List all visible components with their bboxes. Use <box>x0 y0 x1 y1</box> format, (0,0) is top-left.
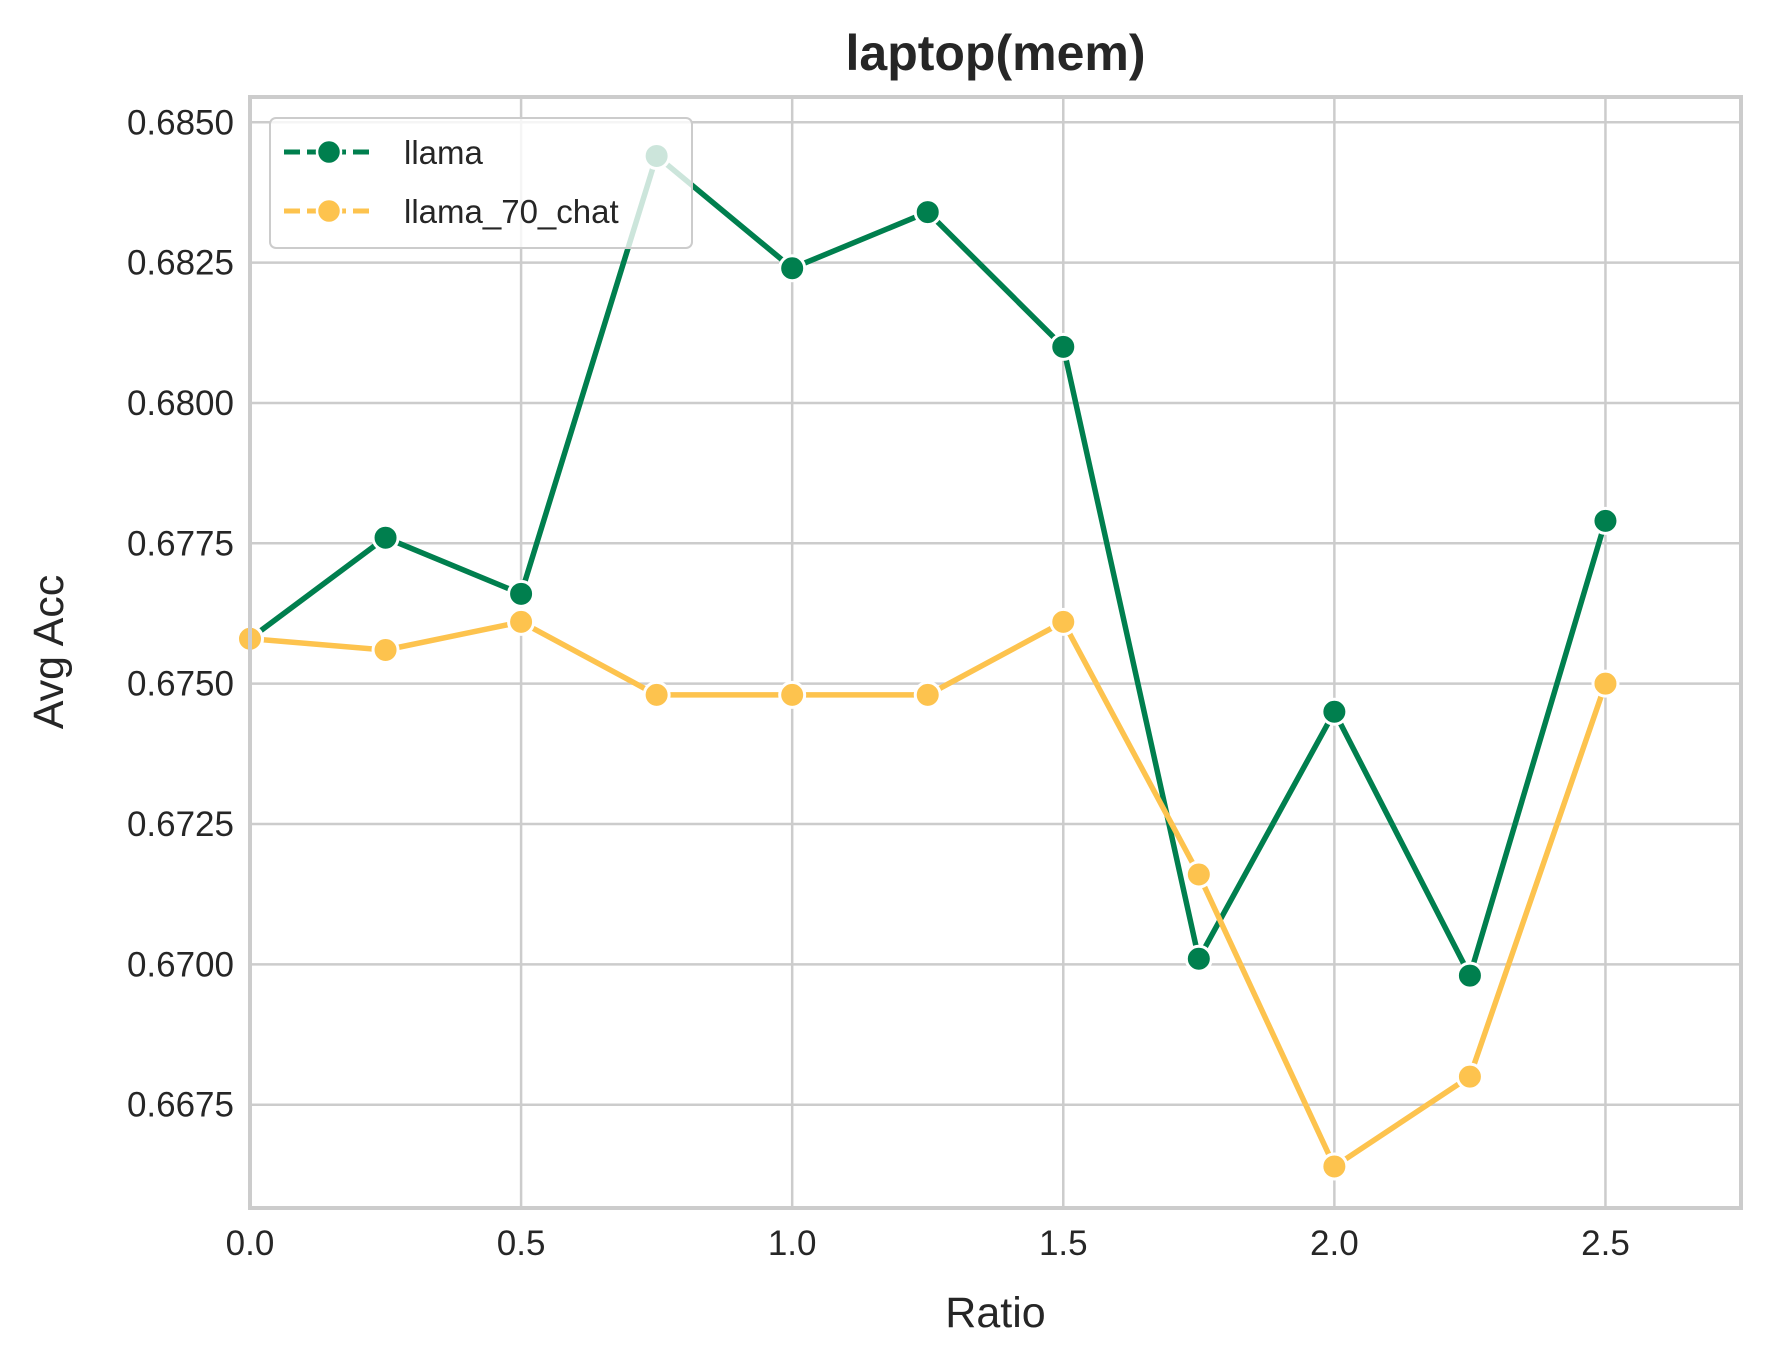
y-tick-label: 0.6675 <box>127 1086 234 1125</box>
data-point-llama <box>1049 332 1078 361</box>
legend-label-llama: llama <box>404 134 484 171</box>
data-point-llama-70-chat <box>642 680 671 709</box>
data-point-llama <box>371 523 400 552</box>
x-tick-label: 2.0 <box>1310 1224 1359 1263</box>
x-axis-label: Ratio <box>945 1289 1045 1337</box>
legend-box <box>269 117 693 249</box>
x-tick-label: 0.5 <box>497 1224 546 1263</box>
legend: llama llama_70_chat <box>269 117 693 249</box>
legend-swatch-marker-llama-70-chat <box>315 197 343 225</box>
x-tick-label: 1.0 <box>768 1224 817 1263</box>
y-tick-label: 0.6850 <box>127 103 234 142</box>
x-tick-label: 0.0 <box>226 1224 275 1263</box>
chart-title: laptop(mem) <box>846 25 1146 81</box>
y-tick-label: 0.6775 <box>127 524 234 563</box>
data-point-llama-70-chat <box>1049 607 1078 636</box>
y-tick-label: 0.6800 <box>127 384 234 423</box>
y-tick-label: 0.6700 <box>127 945 234 984</box>
data-point-llama-70-chat <box>1320 1152 1349 1181</box>
data-point-llama <box>1455 961 1484 990</box>
data-point-llama <box>913 198 942 227</box>
legend-swatch-marker-llama <box>315 138 343 166</box>
plot-frame <box>248 95 1743 1210</box>
x-tick-label: 1.5 <box>1039 1224 1088 1263</box>
data-point-llama-70-chat <box>778 680 807 709</box>
data-point-llama-70-chat <box>1455 1062 1484 1091</box>
data-point-llama-70-chat <box>507 607 536 636</box>
series-llama <box>236 141 1620 990</box>
y-tick-label: 0.6725 <box>127 805 234 844</box>
tick-labels: 0.0 0.5 1.0 1.5 2.0 2.5 0.6675 0.6700 0.6725 0.67… <box>127 103 1630 1263</box>
data-point-llama-70-chat <box>371 635 400 664</box>
series-llama-70-chat <box>236 607 1620 1181</box>
data-point-llama-70-chat <box>1184 860 1213 889</box>
data-point-llama <box>1591 506 1620 535</box>
series-group <box>236 141 1620 1181</box>
y-tick-label: 0.6825 <box>127 244 234 283</box>
legend-label-llama-70-chat: llama_70_chat <box>404 193 619 230</box>
data-point-llama-70-chat <box>1591 669 1620 698</box>
data-point-llama <box>778 254 807 283</box>
data-point-llama <box>507 579 536 608</box>
x-tick-label: 2.5 <box>1581 1224 1630 1263</box>
data-point-llama <box>1320 697 1349 726</box>
y-tick-label: 0.6750 <box>127 665 234 704</box>
data-point-llama-70-chat <box>913 680 942 709</box>
data-point-llama <box>1184 944 1213 973</box>
y-axis-label: Avg Acc <box>25 575 73 730</box>
